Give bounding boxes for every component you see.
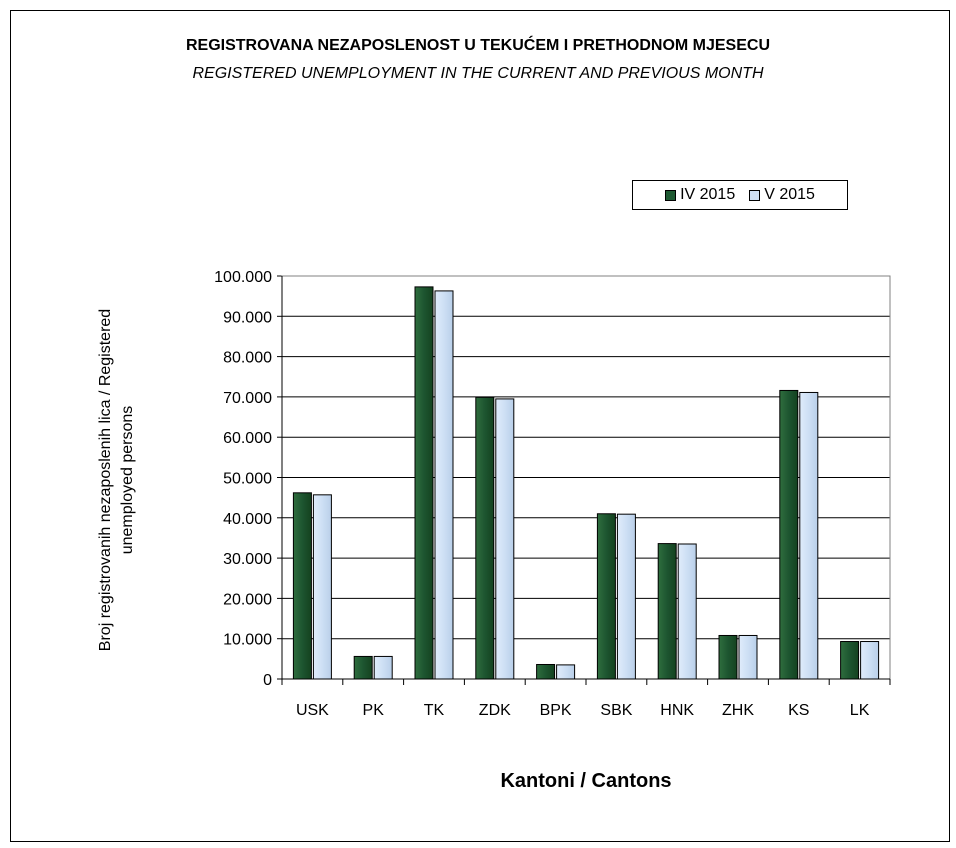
chart-subtitle: REGISTERED UNEMPLOYMENT IN THE CURRENT A…: [192, 65, 764, 82]
legend-item-series-1: IV 2015: [665, 186, 735, 204]
bar-series-1-bpk: [536, 663, 556, 680]
bar-series-2-usk: [312, 494, 332, 680]
bar-series-1-lk: [840, 641, 860, 680]
y-tick-label: 100.000: [214, 269, 272, 286]
y-tick-label: 30.000: [223, 551, 272, 568]
y-tick-label: 80.000: [223, 350, 272, 367]
y-tick-label: 0: [263, 672, 272, 689]
x-tick-label: HNK: [660, 702, 694, 719]
x-tick-label: ZHK: [722, 702, 754, 719]
bar-series-2-ks: [799, 391, 819, 680]
x-tick-label: BPK: [540, 702, 572, 719]
x-tick-label: KS: [788, 702, 809, 719]
legend-item-series-2: V 2015: [749, 186, 815, 204]
x-tick-label: LK: [850, 702, 870, 719]
bar-series-1-zhk: [718, 634, 738, 680]
y-tick-label: 70.000: [223, 390, 272, 407]
legend-label-series-2: V 2015: [764, 186, 815, 203]
bar-series-2-sbk: [616, 513, 636, 680]
y-tick-label: 90.000: [223, 309, 272, 326]
bar-series-2-pk: [373, 655, 393, 680]
bar-series-1-hnk: [657, 543, 677, 680]
x-axis-label: Kantoni / Cantons: [500, 770, 672, 792]
bar-series-2-tk: [434, 290, 454, 680]
chart-title: REGISTROVANA NEZAPOSLENOST U TEKUĆEM I P…: [185, 37, 771, 54]
x-tick-label: TK: [424, 702, 445, 719]
legend-label-series-1: IV 2015: [680, 186, 736, 203]
legend-swatch-series-2: [749, 189, 761, 201]
bar-series-2-zdk: [495, 398, 515, 680]
x-tick-label: SBK: [600, 702, 632, 719]
bar-series-1-sbk: [596, 513, 616, 680]
legend: IV 2015 V 2015: [632, 180, 848, 210]
legend-swatch-series-1: [665, 189, 677, 201]
y-tick-label: 10.000: [223, 632, 272, 649]
bar-series-2-bpk: [556, 664, 576, 680]
bar-series-2-hnk: [677, 543, 697, 680]
bar-series-1-usk: [292, 492, 312, 680]
bar-series-1-zdk: [475, 396, 495, 680]
x-tick-label: ZDK: [479, 702, 511, 719]
bar-series-1-ks: [779, 389, 799, 680]
bar-series-2-zhk: [738, 634, 758, 680]
y-tick-label: 40.000: [223, 511, 272, 528]
x-tick-label: PK: [363, 702, 385, 719]
x-tick-label: USK: [296, 702, 329, 719]
bar-series-1-tk: [414, 286, 434, 680]
y-tick-label: 50.000: [223, 471, 272, 488]
bar-series-1-pk: [353, 655, 373, 680]
bar-series-2-lk: [860, 641, 880, 680]
y-tick-label: 60.000: [223, 430, 272, 447]
y-tick-label: 20.000: [223, 591, 272, 608]
